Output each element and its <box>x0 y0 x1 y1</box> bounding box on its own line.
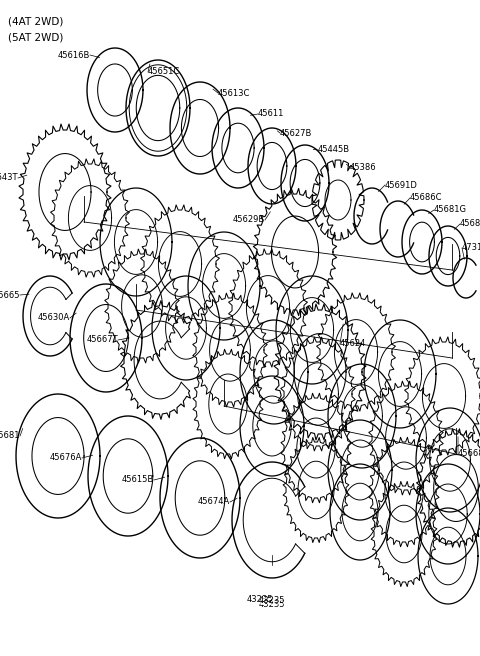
Text: 45674A: 45674A <box>198 497 230 506</box>
Text: 45611: 45611 <box>258 110 284 119</box>
Text: 45627B: 45627B <box>280 129 312 138</box>
Text: 43235: 43235 <box>247 596 273 604</box>
Text: 47319A: 47319A <box>462 243 480 253</box>
Text: 45689A: 45689A <box>460 220 480 228</box>
Text: (4AT 2WD): (4AT 2WD) <box>8 16 63 26</box>
Text: 45624: 45624 <box>340 340 366 348</box>
Text: 45668T: 45668T <box>458 449 480 459</box>
Text: (5AT 2WD): (5AT 2WD) <box>8 32 63 42</box>
Text: 45613C: 45613C <box>218 89 251 98</box>
Text: 43235: 43235 <box>259 600 285 609</box>
Text: 45681: 45681 <box>0 432 20 440</box>
Text: 45386: 45386 <box>350 163 377 171</box>
Text: 45629B: 45629B <box>233 216 265 224</box>
Text: 45665: 45665 <box>0 291 20 300</box>
Text: 43235: 43235 <box>259 596 285 605</box>
Text: 45667T: 45667T <box>86 335 118 344</box>
Text: 45651C: 45651C <box>148 68 180 77</box>
Text: 45445B: 45445B <box>318 146 350 155</box>
Text: 45643T: 45643T <box>0 173 18 182</box>
Text: 45681G: 45681G <box>434 205 467 215</box>
Text: 45630A: 45630A <box>38 314 70 323</box>
Text: 45691D: 45691D <box>385 180 418 190</box>
Text: 45686C: 45686C <box>410 194 443 203</box>
Text: 45676A: 45676A <box>49 453 82 462</box>
Text: 45616B: 45616B <box>58 51 90 60</box>
Text: 43235: 43235 <box>259 598 285 607</box>
Text: 45615B: 45615B <box>122 476 154 485</box>
